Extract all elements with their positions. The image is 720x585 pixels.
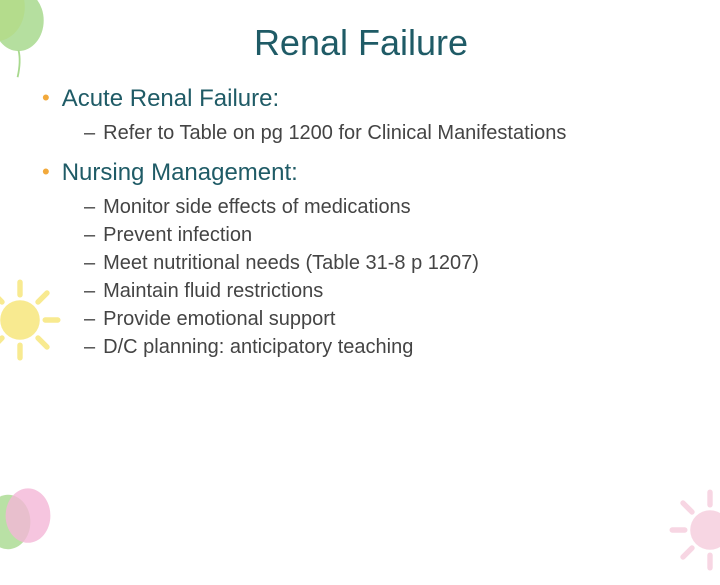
list-item-text: D/C planning: anticipatory teaching [103,334,413,360]
list-item: – Monitor side effects of medications [84,194,680,220]
dash-icon: – [84,120,95,146]
list-item: – Refer to Table on pg 1200 for Clinical… [84,120,680,146]
list-item-text: Monitor side effects of medications [103,194,411,220]
bullet-dot-icon: • [42,84,50,112]
section-heading-text: Nursing Management: [62,158,298,188]
list-item: – Prevent infection [84,222,680,248]
bullet-dot-icon: • [42,158,50,186]
list-item-text: Meet nutritional needs (Table 31-8 p 120… [103,250,479,276]
section-heading: • Nursing Management: [42,158,680,188]
section-heading: • Acute Renal Failure: [42,84,680,114]
section-heading-text: Acute Renal Failure: [62,84,279,114]
dash-icon: – [84,278,95,304]
list-item: – D/C planning: anticipatory teaching [84,334,680,360]
slide-title: Renal Failure [42,22,680,64]
slide-content: Renal Failure • Acute Renal Failure: – R… [0,0,720,360]
dash-icon: – [84,194,95,220]
dash-icon: – [84,306,95,332]
list-item-text: Refer to Table on pg 1200 for Clinical M… [103,120,566,146]
list-item: – Provide emotional support [84,306,680,332]
list-item-text: Prevent infection [103,222,252,248]
list-item-text: Maintain fluid restrictions [103,278,323,304]
list-item-text: Provide emotional support [103,306,335,332]
list-item: – Meet nutritional needs (Table 31-8 p 1… [84,250,680,276]
dash-icon: – [84,222,95,248]
dash-icon: – [84,250,95,276]
balloon-decoration-bottom [0,480,60,580]
list-item: – Maintain fluid restrictions [84,278,680,304]
sun-decoration-bottom-right [665,485,720,575]
dash-icon: – [84,334,95,360]
